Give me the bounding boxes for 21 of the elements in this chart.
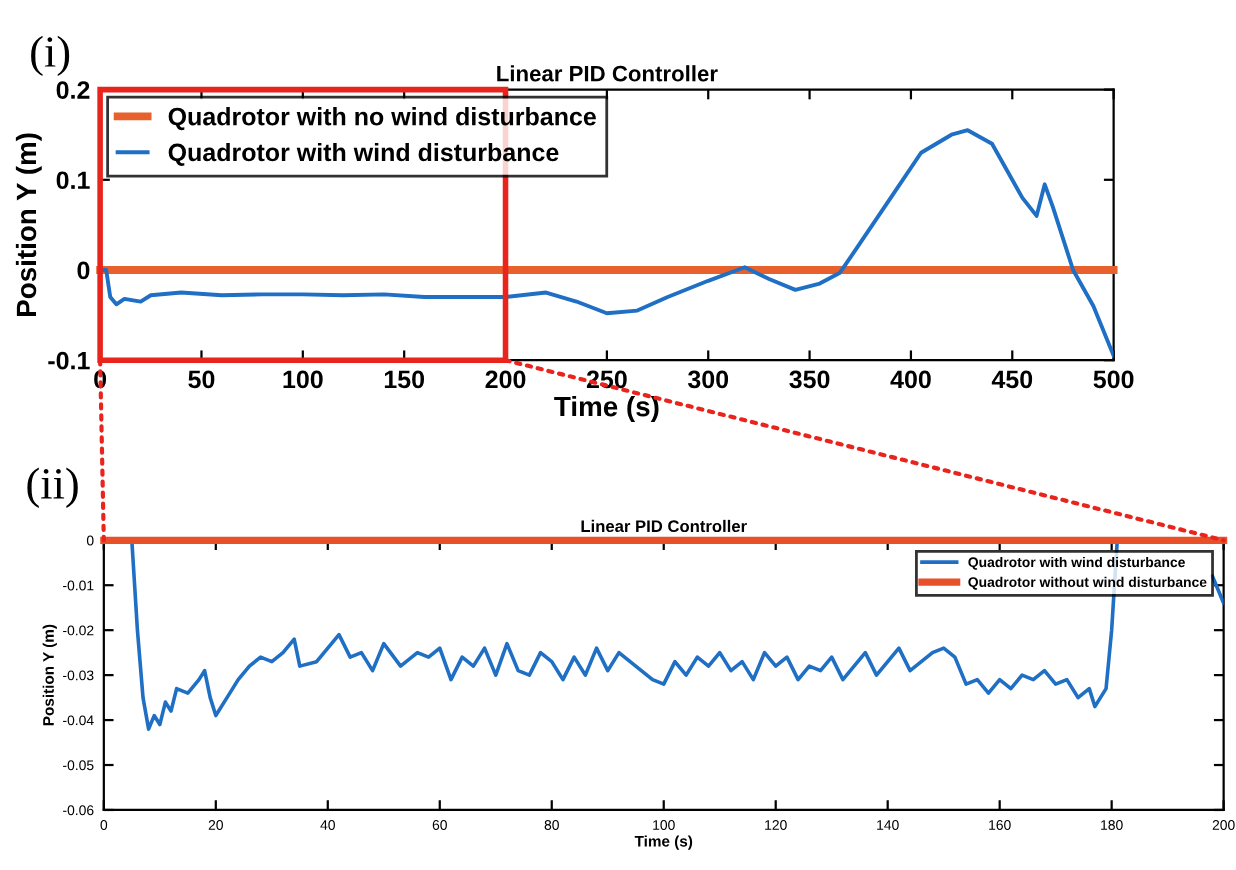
legend-label: Quadrotor with no wind disturbance <box>168 107 596 131</box>
x-tick-label: 100 <box>283 370 323 389</box>
chart-title: Linear PID Controller <box>581 519 747 533</box>
chart-title: Linear PID Controller <box>497 65 718 82</box>
y-tick-label: 0.2 <box>56 81 90 99</box>
x-axis-title: Time (s) <box>554 395 659 422</box>
text: (ii) <box>27 467 78 508</box>
x-tick-label: 200 <box>485 370 526 389</box>
x-tick-label: 500 <box>1093 370 1134 389</box>
x-tick-label: 450 <box>991 370 1033 389</box>
x-tick-label: 400 <box>890 370 931 389</box>
y-tick-label: 0 <box>77 261 90 280</box>
x-tick-label: 350 <box>789 370 830 389</box>
y-tick-label: -0.1 <box>48 351 90 370</box>
x-tick-label: 300 <box>687 370 729 389</box>
text: (i) <box>31 35 70 77</box>
x-tick-label: 50 <box>188 370 215 389</box>
legend-label: Quadrotor with wind disturbance <box>168 142 559 166</box>
y-axis-title: Position Y (m) <box>15 133 42 316</box>
x-tick-label: 150 <box>384 370 425 389</box>
y-tick-label: 0.1 <box>56 171 90 190</box>
